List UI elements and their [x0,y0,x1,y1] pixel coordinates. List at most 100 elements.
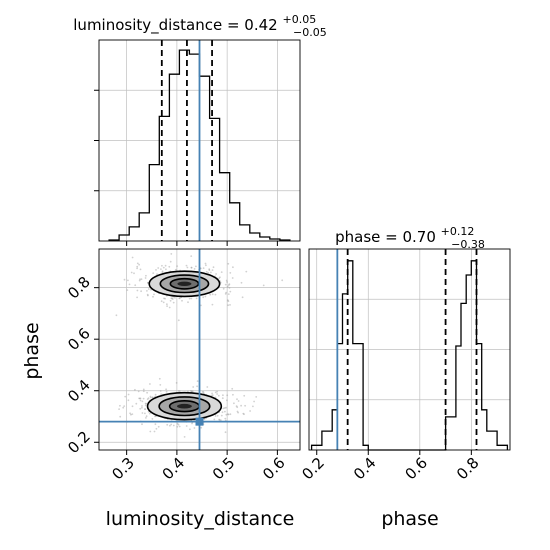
scatter-point [187,301,189,304]
scatter-point [211,293,214,296]
scatter-point [223,407,226,409]
scatter-point [133,272,135,275]
scatter-point [243,394,246,397]
scatter-point [190,390,193,392]
scatter-point [228,283,231,286]
scatter-point [237,411,240,414]
scatter-point [152,272,155,274]
scatter-point [224,293,227,295]
scatter-point [127,399,130,402]
scatter-point [137,390,140,393]
scatter-point [141,412,144,414]
scatter-point [149,430,152,433]
scatter-point [226,394,229,397]
x-ticks [126,241,278,246]
scatter-point [139,268,142,271]
scatter-point [204,295,207,298]
scatter-point [193,268,196,270]
scatter-point [262,284,265,287]
scatter-point [222,407,225,410]
scatter-point [146,290,148,292]
scatter-point [123,278,126,281]
scatter-point [227,413,230,416]
x-ticks: 0.2 0.4 0.6 0.8 [298,450,483,484]
scatter-point [189,390,192,392]
scatter-point [153,430,156,433]
scatter-point [204,262,207,265]
scatter-point [229,304,231,306]
scatter-point [127,279,129,282]
scatter-point [145,417,147,419]
scatter-point [207,271,210,274]
scatter-point [178,425,181,428]
scatter-point [231,277,234,279]
scatter-point [169,260,172,263]
scatter-point [224,417,227,420]
scatter-point [191,422,193,425]
y-axis-label-phase: phase [21,322,43,379]
scatter-point [211,269,214,271]
title-subscript: −0.38 [451,238,485,251]
scatter-point [214,391,217,394]
scatter-point [221,411,224,414]
scatter-point [123,405,126,407]
scatter-point [146,293,149,296]
contour-line [159,274,210,294]
scatter-point [208,269,211,271]
scatter-point [219,419,222,422]
scatter-point [255,396,258,398]
scatter-point [190,255,193,257]
scatter-point [175,382,178,384]
scatter-point [186,266,189,269]
x-tick-label: 0.4 [159,454,189,484]
scatter-point [154,393,157,396]
scatter-point [232,393,234,396]
joint-distribution-panel: 0.3 0.4 0.5 0.6 0.2 0.4 0.6 0.8 luminosity_dis… [21,248,301,530]
scatter-point [154,415,156,418]
scatter-point [138,263,141,266]
scatter-point [224,283,227,286]
scatter-point [158,377,161,380]
scatter-point [226,281,229,283]
scatter-point [134,388,136,391]
scatter-point [163,297,165,300]
scatter-point [216,390,219,393]
scatter-point [146,391,149,394]
scatter-point [161,270,164,273]
scatter-point [220,271,223,273]
scatter-point [129,412,132,415]
scatter-point [131,405,134,408]
scatter-point [144,412,146,415]
scatter-point [145,402,148,405]
scatter-point [150,396,152,399]
scatter-point [227,293,230,295]
x-tick-label: 0.5 [209,454,239,484]
title-superscript: +0.12 [441,225,475,238]
scatter-point [152,396,154,399]
title-main: luminosity_distance = 0.42 [73,16,277,35]
scatter-point [216,393,219,395]
scatter-point [138,397,141,400]
scatter-point [144,277,147,279]
scatter-point [219,276,221,279]
scatter-point [136,296,139,299]
scatter-point [217,394,220,397]
scatter-point [170,423,173,426]
scatter-point [153,293,155,296]
x-tick-label: 0.4 [350,454,380,484]
scatter-point [233,402,235,405]
x-axis-label-phase: phase [381,508,438,530]
scatter-point [118,408,120,410]
phase-histogram-panel: 0.2 0.4 0.6 0.8 phase = 0.70 +0.12 −0.38 ph… [298,225,511,530]
scatter-point [252,405,254,408]
scatter-point [225,406,227,409]
scatter-point [215,273,218,275]
scatter-point [206,386,209,388]
scatter-point [136,289,139,292]
scatter-point [169,299,172,302]
x-tick-label: 0.8 [453,454,483,484]
scatter-point [170,253,173,255]
scatter-point [171,297,174,300]
scatter-point [147,397,150,399]
scatter-point [160,393,163,395]
